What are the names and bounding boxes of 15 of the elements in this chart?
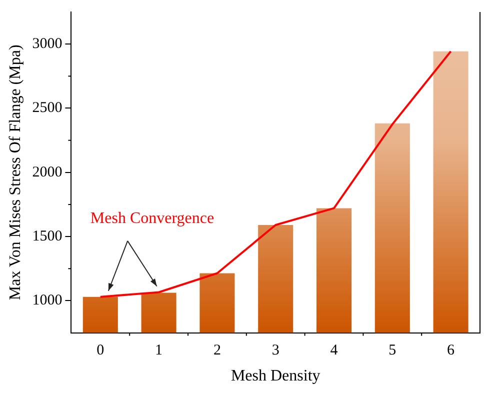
x-tick-label: 5 <box>388 342 396 359</box>
x-tick-label: 6 <box>447 342 456 359</box>
x-tick-label: 0 <box>96 342 104 359</box>
y-tick-label: 1000 <box>32 292 62 309</box>
x-tick-label: 4 <box>330 342 338 359</box>
x-tick-label: 2 <box>213 342 221 359</box>
y-axis-title: Max Von Mises Stress Of Flange (Mpa) <box>6 44 24 300</box>
y-tick-label: 2500 <box>32 100 62 116</box>
x-axis-title: Mesh Density <box>230 368 320 385</box>
y-tick-label: 2000 <box>32 164 62 180</box>
annotation: Mesh Convergence <box>90 210 214 228</box>
x-tick-label: 3 <box>272 342 280 359</box>
y-tick-label: 1500 <box>32 228 62 244</box>
x-tick-label: 1 <box>155 342 163 359</box>
y-tick-label: 3000 <box>32 36 62 52</box>
